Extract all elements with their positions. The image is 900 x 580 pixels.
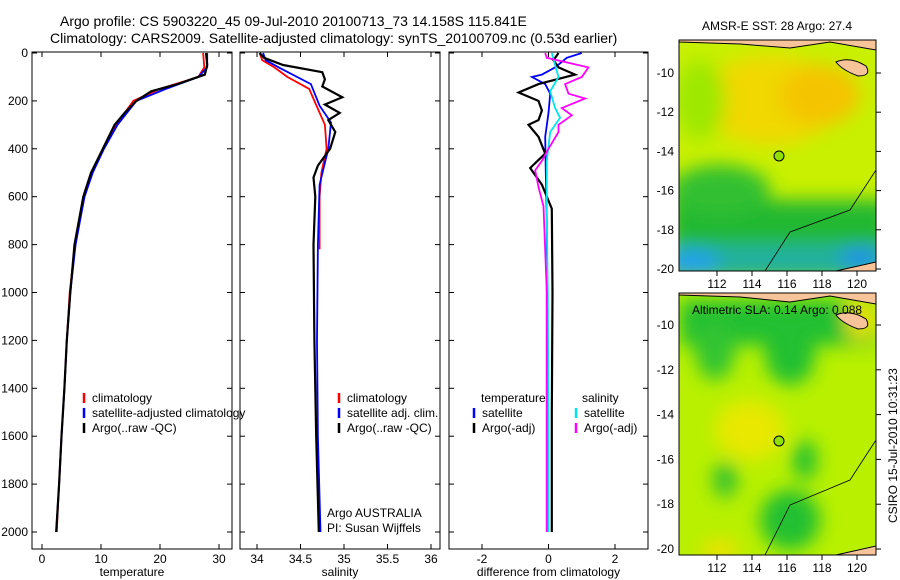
legend-label: Argo(..raw -QC) [347, 421, 432, 435]
map-y-tick-label: -18 [657, 223, 675, 237]
legend-label: satellite [584, 406, 625, 420]
legend-label: Argo(..raw -QC) [92, 421, 177, 435]
legend-label: Argo(-adj) [584, 421, 637, 435]
x-tick-label: 35 [337, 552, 351, 566]
series-argo-raw-qc- [55, 52, 209, 533]
map-x-tick-label: 118 [812, 561, 831, 575]
series-temperature-satellite [529, 52, 583, 532]
sla-map [679, 293, 876, 555]
series-argo-raw-qc- [258, 52, 345, 533]
map-y-tick-label: -10 [657, 318, 675, 332]
map-y-tick-label: -14 [657, 408, 675, 422]
series-salinity-satellite [545, 52, 562, 532]
x-axis-label: difference from climatology [477, 565, 620, 579]
series-climatology [258, 52, 328, 250]
sst-map [679, 40, 876, 271]
sla-map-frame [678, 292, 877, 556]
sst-map-title: AMSR-E SST: 28 Argo: 27.4 [702, 19, 852, 33]
y-tick-label: 1000 [1, 286, 28, 300]
annotation-line: Argo AUSTRALIA [327, 506, 422, 520]
sla-argo-marker [773, 435, 785, 447]
map-x-tick-label: 112 [707, 561, 726, 575]
legend-label: Argo(-adj) [482, 421, 535, 435]
panel-1-frame [239, 51, 441, 550]
y-tick-label: 0 [21, 46, 28, 60]
panel-0-frame [31, 51, 233, 550]
x-tick-label: 35.5 [376, 552, 400, 566]
map-x-tick-label: 120 [847, 561, 867, 575]
x-axis-label: temperature [100, 565, 165, 579]
sst-map-frame [678, 39, 877, 272]
map-y-tick-label: -20 [657, 262, 675, 276]
sst-argo-marker [773, 150, 785, 162]
x-tick-label: 34 [250, 552, 264, 566]
y-tick-label: 200 [8, 94, 28, 108]
y-tick-label: 1600 [1, 429, 28, 443]
series-satellite-adj-clim- [262, 52, 332, 533]
map-x-tick-label: 112 [707, 277, 726, 291]
series-temperature-argo-adj- [515, 52, 579, 532]
y-tick-label: 2000 [1, 525, 28, 539]
series-satellite-adjusted-climatology [55, 53, 209, 533]
series-salinity-argo-adj- [534, 52, 590, 532]
map-y-tick-label: -14 [657, 144, 675, 158]
y-tick-label: 1200 [1, 333, 28, 347]
x-tick-label: 30 [212, 552, 226, 566]
x-tick-label: 2 [612, 552, 619, 566]
series-climatology [55, 52, 206, 533]
title-line-1: Argo profile: CS 5903220_45 09-Jul-2010 … [60, 13, 527, 29]
legend-label: satellite [482, 406, 523, 420]
y-tick-label: 600 [8, 190, 28, 204]
y-tick-label: 800 [8, 238, 28, 252]
legend-label: satellite adj. clim. [347, 406, 438, 420]
map-y-tick-label: -16 [657, 452, 675, 466]
legend-label: satellite-adjusted climatology [92, 406, 245, 420]
map-y-tick-label: -10 [657, 66, 675, 80]
map-y-tick-label: -12 [657, 363, 675, 377]
y-tick-label: 1800 [1, 477, 28, 491]
map-y-tick-label: -20 [657, 542, 675, 556]
title-line-2: Climatology: CARS2009. Satellite-adjuste… [50, 30, 617, 46]
legend-label: climatology [347, 391, 407, 405]
legend-title: temperature [481, 391, 546, 405]
map-y-tick-label: -18 [657, 497, 675, 511]
map-x-tick-label: 116 [777, 561, 796, 575]
x-tick-label: 10 [94, 552, 108, 566]
x-axis-label: salinity [322, 565, 359, 579]
legend-label: climatology [92, 391, 152, 405]
x-tick-label: 36 [424, 552, 438, 566]
map-x-tick-label: 118 [812, 277, 831, 291]
x-tick-label: 20 [153, 552, 167, 566]
map-x-tick-label: 114 [742, 277, 761, 291]
x-tick-label: 0 [39, 552, 46, 566]
map-y-tick-label: -16 [657, 184, 675, 198]
sla-map-title: Altimetric SLA: 0.14 Argo: 0.088 [692, 303, 862, 317]
y-tick-label: 1400 [1, 381, 28, 395]
annotation-line: PI: Susan Wijffels [327, 521, 421, 535]
map-x-tick-label: 116 [777, 277, 796, 291]
map-y-tick-label: -12 [657, 105, 675, 119]
y-tick-label: 400 [8, 142, 28, 156]
x-tick-label: -2 [477, 552, 488, 566]
x-tick-label: 34.5 [289, 552, 313, 566]
footer-timestamp: CSIRO 15-Jul-2010 10:31:23 [886, 368, 900, 523]
map-x-tick-label: 114 [742, 561, 761, 575]
x-tick-label: 0 [545, 552, 552, 566]
map-x-tick-label: 120 [847, 277, 867, 291]
legend-title: salinity [582, 391, 619, 405]
